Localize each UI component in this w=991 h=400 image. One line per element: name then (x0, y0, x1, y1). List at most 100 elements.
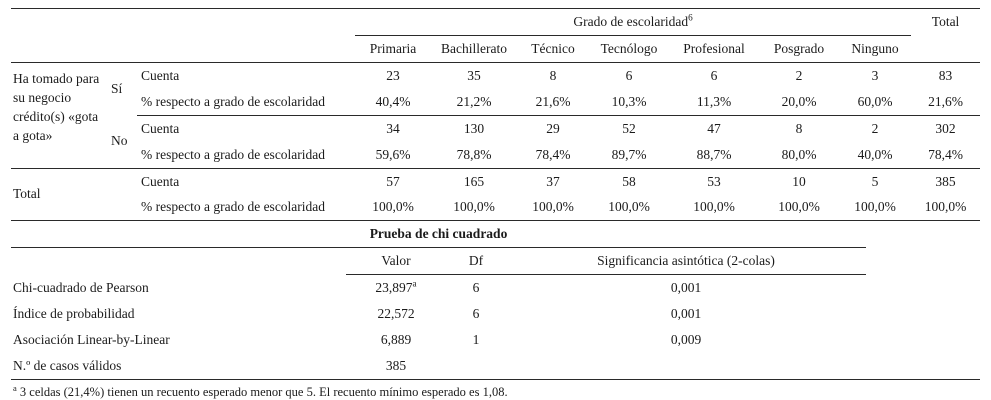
chi-row-linear: Asociación Linear-by-Linear 6,889 1 0,00… (11, 327, 980, 353)
col-header-tecnologo: Tecnólogo (589, 35, 670, 63)
data-cell: 40,0% (839, 141, 912, 169)
group-header-label: Grado de escolaridad (573, 14, 689, 29)
spacer-cell (11, 248, 346, 275)
chi-square-table: Prueba de chi cuadrado Valor Df Signific… (11, 221, 980, 379)
spacer-cell (866, 301, 980, 327)
stat-value: 6,889 (380, 332, 412, 348)
chi-row-pearson: Chi-cuadrado de Pearson 23,897a 6 0,001 (11, 275, 980, 301)
total-cell: 100,0% (911, 194, 981, 222)
total-cell: 385 (935, 173, 956, 189)
row-no-cuenta: No Cuenta 34 130 29 52 47 8 2 302 (11, 115, 980, 169)
data-cell: 88,7% (669, 141, 760, 169)
stat-value-number: 23,897 (375, 280, 413, 296)
data-cell: 10,3% (589, 88, 670, 116)
grado-escolaridad-group-header: Grado de escolaridad6 (355, 8, 912, 36)
chi-square-title: Prueba de chi cuadrado (11, 221, 867, 249)
total-cell: 83 (938, 67, 953, 83)
no-label: No (109, 115, 137, 169)
stat-sig: 0,001 (670, 280, 702, 296)
data-cell: 78,4% (517, 141, 590, 169)
row-total-pct: % respecto a grado de escolaridad 100,0%… (11, 194, 981, 222)
data-cell: 5 (871, 173, 879, 189)
data-cell: 53 (707, 173, 721, 189)
measure-label-pct: % respecto a grado de escolaridad (137, 194, 356, 222)
data-cell: 60,0% (839, 88, 912, 116)
spacer-cell (911, 35, 981, 63)
data-cell: 21,2% (431, 88, 518, 116)
data-cell: 40,4% (355, 88, 432, 116)
data-cell: 23 (386, 67, 400, 83)
measure-label-pct: % respecto a grado de escolaridad (137, 141, 356, 169)
col-header-profesional: Profesional (669, 35, 760, 63)
total-cell: 21,6% (911, 88, 981, 116)
data-cell: 47 (707, 120, 721, 136)
stat-sig: 0,001 (670, 306, 702, 322)
spacer-cell (866, 221, 980, 247)
row-group-label: Ha tomado para su negocio crédito(s) «go… (11, 62, 109, 169)
chi-row-n-valid: N.º de casos válidos 385 (11, 353, 980, 379)
data-cell: 89,7% (589, 141, 670, 169)
data-cell: 100,0% (589, 194, 670, 222)
footnote-a-marker: a (412, 278, 417, 289)
data-cell: 130 (463, 120, 485, 136)
total-cell: 78,4% (911, 141, 981, 169)
stat-value: 22,572 (377, 306, 415, 322)
row-no-pct: % respecto a grado de escolaridad 59,6% … (11, 141, 981, 169)
data-cell: 34 (386, 120, 400, 136)
col-header-bachillerato: Bachillerato (431, 35, 518, 63)
si-label: Sí (111, 81, 123, 97)
data-cell: 35 (467, 67, 481, 83)
total-cell: 302 (935, 120, 956, 136)
stat-df: 6 (472, 306, 480, 322)
col-header-tecnico: Técnico (517, 35, 590, 63)
data-cell: 11,3% (669, 88, 760, 116)
data-cell: 165 (463, 173, 485, 189)
measure-label-cuenta: Cuenta (141, 120, 180, 136)
data-cell: 20,0% (759, 88, 840, 116)
footnote-text: 3 celdas (21,4%) tienen un recuento espe… (16, 384, 508, 399)
data-cell: 100,0% (517, 194, 590, 222)
spacer-cell (866, 327, 980, 353)
chi-row-likelihood: Índice de probabilidad 22,572 6 0,001 (11, 301, 980, 327)
table-footnote: a 3 celdas (21,4%) tienen un recuento es… (11, 378, 980, 400)
col-header-primaria: Primaria (355, 35, 432, 63)
measure-label-pct: % respecto a grado de escolaridad (137, 88, 356, 116)
stat-label: N.º de casos válidos (13, 357, 122, 373)
data-cell: 6 (625, 67, 633, 83)
crosstab-table: Grado de escolaridad6 Total Primaria Bac… (11, 8, 981, 222)
stat-label: Asociación Linear-by-Linear (13, 332, 170, 348)
col-header-valor: Valor (346, 247, 446, 276)
col-header-df: Df (446, 247, 506, 276)
stat-df: 6 (472, 280, 480, 296)
spacer-cell (866, 275, 980, 301)
col-header-significancia: Significancia asintótica (2-colas) (506, 247, 867, 276)
stat-df: 1 (472, 332, 480, 348)
col-header-posgrado: Posgrado (759, 35, 840, 63)
stat-sig (506, 353, 866, 379)
data-cell: 6 (710, 67, 718, 83)
measure-label-cuenta: Cuenta (141, 173, 180, 189)
data-cell: 100,0% (355, 194, 432, 222)
data-cell: 52 (622, 120, 636, 136)
data-cell: 100,0% (839, 194, 912, 222)
chi-header-row: Valor Df Significancia asintótica (2-col… (11, 247, 980, 276)
data-cell: 100,0% (431, 194, 518, 222)
data-cell: 59,6% (355, 141, 432, 169)
data-cell: 57 (386, 173, 400, 189)
spacer-cell (11, 8, 356, 36)
data-cell: 78,8% (431, 141, 518, 169)
stat-value: 385 (385, 357, 407, 373)
data-cell: 8 (795, 120, 803, 136)
spacer-cell (11, 35, 356, 63)
measure-label-cuenta: Cuenta (141, 67, 180, 83)
col-header-ninguno: Ninguno (839, 35, 912, 63)
spacer-cell (866, 353, 980, 379)
footnote-a-marker: a (13, 382, 17, 393)
header-group-row: Grado de escolaridad6 Total (11, 8, 981, 36)
total-column-header: Total (911, 8, 981, 36)
column-names-row: Primaria Bachillerato Técnico Tecnólogo … (11, 35, 981, 63)
row-total-cuenta: Total Cuenta 57 165 37 58 53 10 5 385 (11, 168, 980, 222)
stat-df (446, 353, 506, 379)
row-si-cuenta: Ha tomado para su negocio crédito(s) «go… (11, 62, 980, 169)
